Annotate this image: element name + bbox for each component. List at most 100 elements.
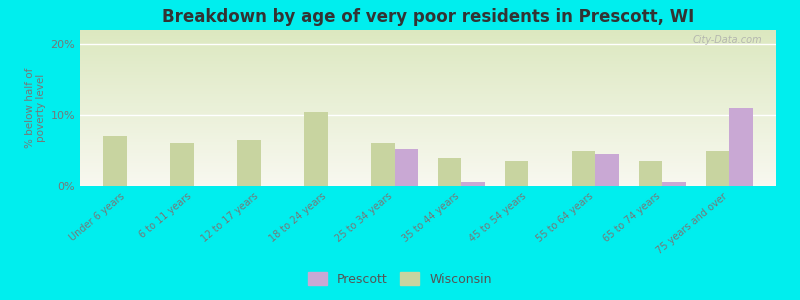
Bar: [80, 138, 776, 139]
Bar: [80, 170, 776, 172]
Bar: [80, 153, 776, 155]
Bar: [438, 158, 462, 186]
Bar: [170, 143, 194, 186]
Bar: [80, 175, 776, 177]
Bar: [80, 100, 776, 102]
Bar: [103, 136, 127, 186]
Bar: [80, 39, 776, 41]
Bar: [80, 46, 776, 47]
Bar: [80, 75, 776, 77]
Bar: [80, 155, 776, 156]
Bar: [80, 124, 776, 125]
Bar: [80, 92, 776, 94]
Bar: [80, 33, 776, 35]
Bar: [80, 58, 776, 60]
Bar: [80, 70, 776, 72]
Bar: [80, 68, 776, 69]
Bar: [80, 164, 776, 166]
Bar: [80, 158, 776, 160]
Bar: [80, 91, 776, 92]
Bar: [80, 133, 776, 134]
Bar: [80, 125, 776, 127]
Legend: Prescott, Wisconsin: Prescott, Wisconsin: [303, 267, 497, 291]
Bar: [80, 163, 776, 164]
Bar: [80, 167, 776, 169]
Bar: [80, 184, 776, 186]
Bar: [238, 140, 261, 186]
Bar: [80, 60, 776, 61]
Bar: [80, 95, 776, 97]
Bar: [80, 113, 776, 114]
Bar: [80, 119, 776, 121]
Bar: [80, 89, 776, 91]
Bar: [80, 121, 776, 122]
Bar: [80, 52, 776, 53]
Bar: [80, 78, 776, 80]
Bar: [80, 160, 776, 161]
Bar: [80, 88, 776, 89]
Bar: [80, 156, 776, 158]
Bar: [80, 74, 776, 75]
Bar: [80, 94, 776, 95]
Bar: [662, 182, 686, 186]
Bar: [80, 41, 776, 43]
Bar: [80, 147, 776, 148]
Bar: [80, 102, 776, 103]
Bar: [80, 86, 776, 88]
Bar: [80, 63, 776, 64]
Bar: [80, 44, 776, 46]
Bar: [80, 32, 776, 33]
Bar: [80, 136, 776, 138]
Bar: [80, 180, 776, 181]
Bar: [80, 80, 776, 82]
Bar: [80, 82, 776, 83]
Bar: [80, 148, 776, 150]
Bar: [80, 105, 776, 106]
Bar: [80, 117, 776, 119]
Y-axis label: % below half of
poverty level: % below half of poverty level: [25, 68, 46, 148]
Bar: [80, 173, 776, 175]
Bar: [80, 150, 776, 152]
Bar: [80, 85, 776, 86]
Bar: [595, 154, 618, 186]
Bar: [80, 50, 776, 52]
Bar: [80, 72, 776, 74]
Bar: [572, 151, 595, 186]
Bar: [505, 161, 528, 186]
Bar: [80, 122, 776, 124]
Bar: [80, 152, 776, 153]
Bar: [80, 127, 776, 128]
Bar: [80, 43, 776, 44]
Bar: [80, 114, 776, 116]
Bar: [80, 177, 776, 178]
Bar: [729, 108, 753, 186]
Bar: [80, 181, 776, 183]
Bar: [80, 30, 776, 31]
Bar: [80, 49, 776, 50]
Bar: [639, 161, 662, 186]
Bar: [80, 103, 776, 105]
Bar: [80, 172, 776, 173]
Bar: [80, 47, 776, 49]
Bar: [80, 144, 776, 146]
Bar: [80, 99, 776, 100]
Bar: [80, 131, 776, 133]
Bar: [80, 53, 776, 55]
Bar: [80, 61, 776, 63]
Bar: [80, 64, 776, 66]
Bar: [80, 35, 776, 36]
Bar: [80, 183, 776, 184]
Bar: [80, 55, 776, 56]
Bar: [80, 141, 776, 142]
Bar: [80, 111, 776, 113]
Text: City-Data.com: City-Data.com: [693, 35, 762, 45]
Bar: [80, 128, 776, 130]
Bar: [80, 139, 776, 141]
Bar: [80, 134, 776, 136]
Bar: [80, 38, 776, 39]
Title: Breakdown by age of very poor residents in Prescott, WI: Breakdown by age of very poor residents …: [162, 8, 694, 26]
Bar: [706, 151, 729, 186]
Bar: [80, 146, 776, 147]
Bar: [80, 110, 776, 111]
Bar: [80, 36, 776, 38]
